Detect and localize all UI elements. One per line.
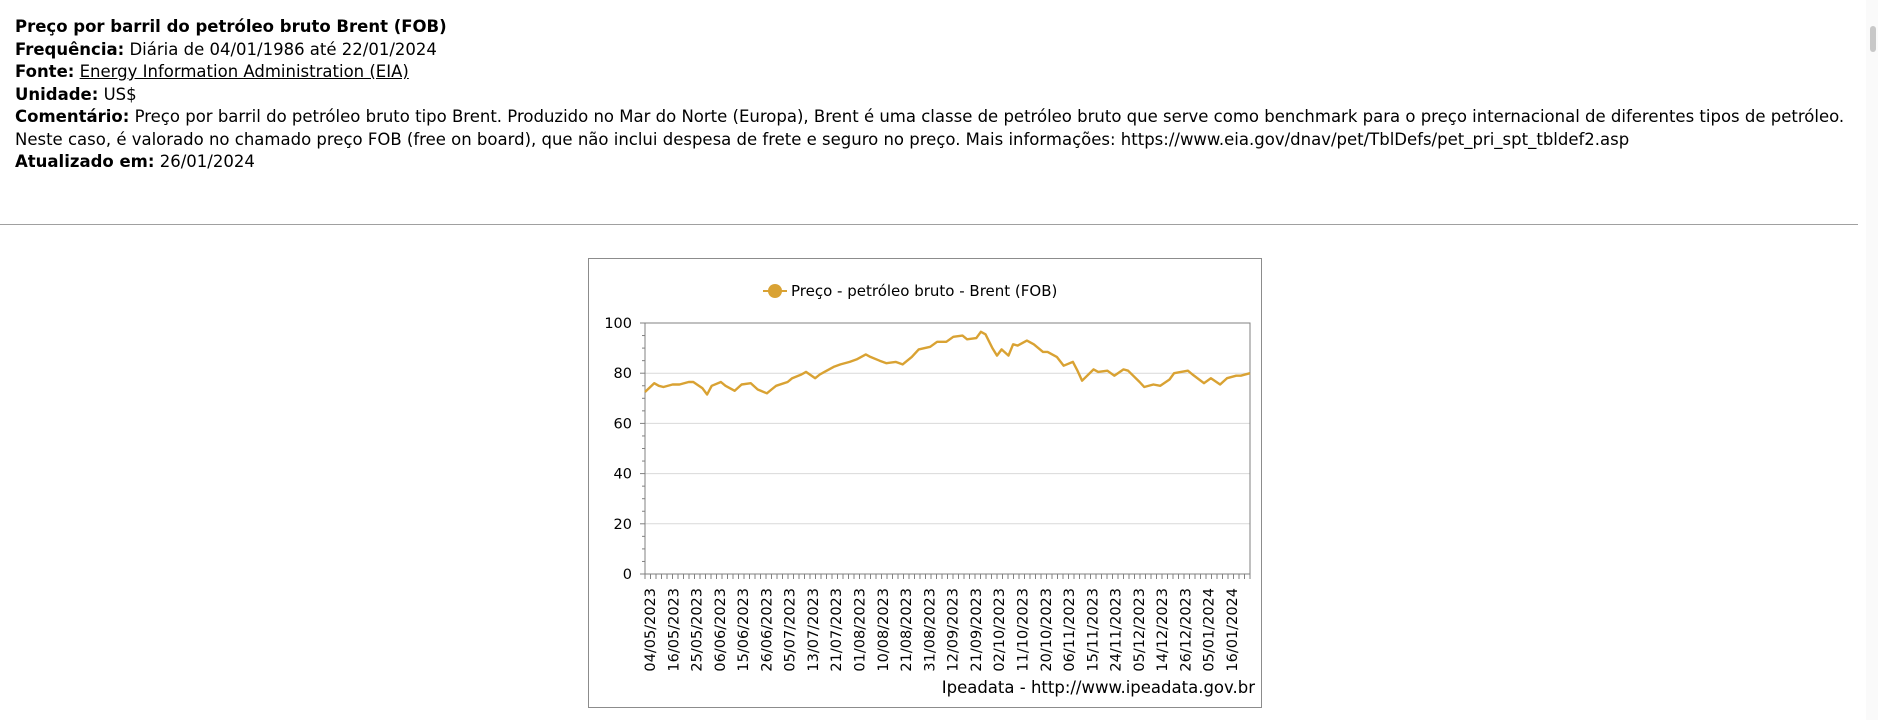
y-tick-label: 20 xyxy=(614,517,632,533)
frequency-label: Frequência: xyxy=(15,39,125,59)
x-tick-label: 12/09/2023 xyxy=(946,588,962,672)
comment-label: Comentário: xyxy=(15,107,130,126)
y-tick-label: 40 xyxy=(614,467,632,483)
legend-marker xyxy=(768,284,782,298)
y-axis: 0 20 40 60 80 100 xyxy=(604,316,645,583)
x-tick-label: 05/07/2023 xyxy=(783,588,799,672)
series-title-row: Preço por barril do petróleo bruto Brent… xyxy=(15,16,1865,39)
series-metadata: Preço por barril do petróleo bruto Brent… xyxy=(15,16,1865,174)
series-line-brent xyxy=(644,330,1251,396)
y-tick-label: 60 xyxy=(614,416,632,432)
legend: Preço - petróleo bruto - Brent (FOB) xyxy=(763,282,1057,300)
source-row: Fonte: Energy Information Administration… xyxy=(15,61,1865,84)
x-tick-label: 06/06/2023 xyxy=(713,588,729,672)
x-tick-label: 16/01/2024 xyxy=(1225,588,1241,672)
x-tick-label: 16/05/2023 xyxy=(666,588,682,672)
grid-lines xyxy=(645,322,1250,575)
chart-credit: Ipeadata - http://www.ipeadata.gov.br xyxy=(942,678,1255,697)
x-tick-label: 21/09/2023 xyxy=(969,588,985,672)
x-tick-label: 14/12/2023 xyxy=(1155,588,1171,672)
comment-row: Comentário: Preço por barril do petróleo… xyxy=(15,106,1865,151)
comment-value: Preço por barril do petróleo bruto tipo … xyxy=(15,107,1845,149)
x-tick-label: 13/07/2023 xyxy=(806,588,822,672)
x-tick-label: 24/11/2023 xyxy=(1109,588,1125,672)
x-tick-label: 01/08/2023 xyxy=(853,588,869,672)
x-tick-label: 06/11/2023 xyxy=(1062,588,1078,672)
legend-label: Preço - petróleo bruto - Brent (FOB) xyxy=(791,282,1057,300)
x-tick-label: 10/08/2023 xyxy=(876,588,892,672)
x-tick-label: 31/08/2023 xyxy=(922,588,938,672)
x-tick-label: 15/11/2023 xyxy=(1085,588,1101,672)
chart-panel: 0 20 40 60 80 100 04/05/2023 16/05/2023 25/05/2… xyxy=(588,258,1262,708)
source-link[interactable]: Energy Information Administration (EIA) xyxy=(79,62,409,81)
price-chart: 0 20 40 60 80 100 04/05/2023 16/05/2023 25/05/2… xyxy=(604,282,1255,697)
x-tick-label: 26/12/2023 xyxy=(1178,588,1194,672)
x-tick-label: 15/06/2023 xyxy=(736,588,752,672)
plot-area xyxy=(644,322,1251,575)
x-tick-label: 25/05/2023 xyxy=(690,588,706,672)
x-tick-label: 05/12/2023 xyxy=(1132,588,1148,672)
x-axis: 04/05/2023 16/05/2023 25/05/2023 06/06/2023… xyxy=(643,574,1251,672)
y-tick-label: 0 xyxy=(623,567,632,583)
updated-row: Atualizado em: 26/01/2024 xyxy=(15,151,1865,174)
x-tick-label: 20/10/2023 xyxy=(1039,588,1055,672)
unit-label: Unidade: xyxy=(15,84,99,104)
x-tick-label: 21/07/2023 xyxy=(829,588,845,672)
y-tick-label: 80 xyxy=(614,366,632,382)
updated-label: Atualizado em: xyxy=(15,152,155,171)
unit-row: Unidade: US$ xyxy=(15,84,1865,107)
unit-value: US$ xyxy=(103,84,137,104)
updated-value: 26/01/2024 xyxy=(159,152,255,171)
series-title: Preço por barril do petróleo bruto Brent… xyxy=(15,17,447,36)
vertical-scrollbar[interactable] xyxy=(1866,0,1878,720)
frequency-row: Frequência: Diária de 04/01/1986 até 22/… xyxy=(15,39,1865,62)
y-tick-label: 100 xyxy=(604,316,632,332)
frequency-value: Diária de 04/01/1986 até 22/01/2024 xyxy=(129,39,437,59)
x-tick-label: 26/06/2023 xyxy=(759,588,775,672)
scrollbar-thumb[interactable] xyxy=(1870,26,1876,52)
x-tick-label: 11/10/2023 xyxy=(1015,588,1031,672)
x-tick-label: 02/10/2023 xyxy=(992,588,1008,672)
series-layer xyxy=(644,330,1251,396)
section-divider xyxy=(0,224,1858,225)
source-label: Fonte: xyxy=(15,62,75,81)
x-tick-label: 21/08/2023 xyxy=(899,588,915,672)
x-tick-label: 05/01/2024 xyxy=(1202,588,1218,672)
x-tick-label: 04/05/2023 xyxy=(643,588,659,672)
